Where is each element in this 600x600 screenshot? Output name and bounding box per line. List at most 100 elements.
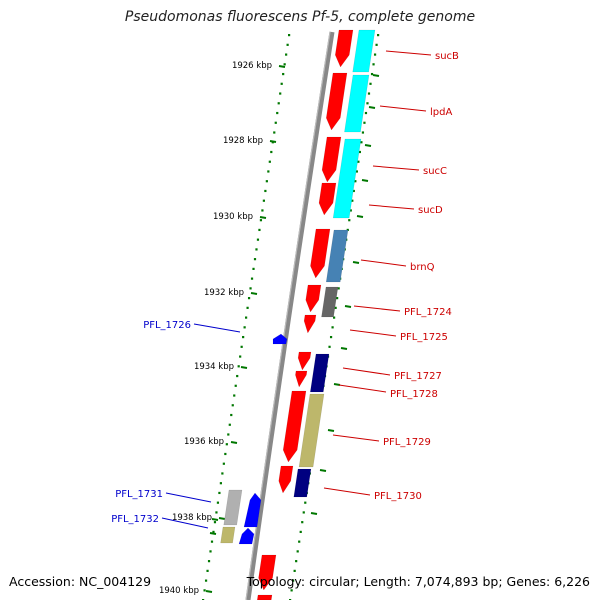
rail-dot — [296, 550, 299, 553]
tick-mark — [218, 517, 226, 520]
gene-label[interactable]: PFL_1731 — [115, 489, 163, 500]
gene-brnQ-track — [325, 229, 349, 283]
gene-label[interactable]: lpdA — [430, 107, 452, 118]
leader-line — [349, 329, 397, 337]
rail-dot — [279, 92, 282, 95]
gene-PFL_1731-arrow — [243, 492, 262, 528]
rail-dot — [221, 472, 224, 475]
gene-PFL_1730-arrow — [278, 465, 294, 494]
gene-label[interactable]: PFL_1724 — [404, 307, 452, 318]
gene-label[interactable]: PFL_1730 — [374, 491, 422, 502]
gene-label[interactable]: PFL_1728 — [390, 389, 438, 400]
rail-dot — [250, 277, 254, 280]
rail-dot — [237, 365, 240, 368]
rail-dot — [247, 297, 251, 300]
rail-dot — [230, 413, 233, 417]
feature-tick — [361, 179, 369, 182]
feature-tick — [356, 215, 364, 218]
leader-line — [379, 105, 427, 112]
rail-dot — [234, 384, 237, 387]
rail-dot — [209, 550, 212, 553]
rail-dot — [352, 189, 355, 193]
feature-tick — [368, 106, 376, 109]
dotted-rails — [202, 34, 380, 600]
gene-sucD-arrow — [318, 182, 337, 216]
rail-dot — [295, 560, 298, 563]
gene-PFL_1729-arrow — [282, 390, 307, 463]
rail-dot — [375, 43, 378, 46]
tick-mark — [278, 65, 286, 68]
rail-dot — [302, 511, 305, 514]
gene-labels: sucB lpdA sucC sucD brnQ PFL_1724 PFL_1725 PFL_… — [111, 51, 459, 525]
rail-dot — [249, 287, 252, 290]
rail-dot — [245, 316, 248, 319]
rail-dot — [369, 82, 372, 85]
rail-dot — [210, 540, 214, 543]
rail-dot — [357, 160, 360, 163]
gene-sucB-track — [352, 29, 376, 73]
gene-features — [220, 29, 376, 600]
tick-label: 1930 kbp — [213, 212, 253, 222]
tick-mark — [240, 366, 248, 369]
gene-label[interactable]: PFL_1725 — [400, 332, 448, 343]
rail-dot — [236, 374, 239, 378]
rail-dot — [253, 258, 257, 261]
gene-label[interactable]: PFL_1726 — [143, 320, 191, 331]
leader-line — [385, 50, 432, 56]
rail-dot — [351, 199, 354, 202]
rail-dot — [286, 43, 289, 46]
gene-label[interactable]: PFL_1732 — [111, 514, 159, 525]
gene-sucB-arrow — [334, 29, 354, 68]
gene-label[interactable]: sucB — [435, 51, 459, 62]
rail-dot — [331, 326, 334, 329]
rail-dot — [233, 394, 236, 397]
rail-dot — [227, 433, 230, 436]
rail-dot — [240, 345, 243, 348]
gene-label[interactable]: brnQ — [410, 262, 435, 273]
rail-dot — [301, 521, 304, 524]
rail-dot — [298, 540, 301, 543]
gene-label[interactable]: sucC — [423, 166, 447, 177]
tick-label: 1940 kbp — [159, 586, 199, 596]
left-dotted-rail — [202, 34, 291, 600]
rail-dot — [363, 121, 366, 124]
gene-PFL_1732-track — [220, 526, 236, 544]
gene-label[interactable]: sucD — [418, 205, 443, 216]
rail-dot — [377, 34, 380, 37]
gene-lpdA-track — [344, 74, 370, 133]
rail-dot — [206, 569, 209, 572]
rail-dot — [334, 306, 337, 309]
rail-dot — [348, 219, 351, 222]
rail-dot — [270, 150, 273, 154]
rail-dot — [292, 579, 295, 582]
tick-mark — [230, 441, 238, 444]
rail-dot — [285, 53, 288, 56]
leader-line — [353, 305, 401, 312]
gene-label[interactable]: PFL_1727 — [394, 371, 442, 382]
gene-PFL_1726-arrow — [272, 333, 288, 345]
rail-dot — [329, 335, 333, 339]
rail-dot — [258, 228, 261, 232]
feature-tick — [333, 383, 341, 386]
rail-dot — [218, 491, 221, 495]
rail-dot — [203, 589, 206, 592]
leader-line — [368, 204, 415, 210]
gene-label[interactable]: PFL_1729 — [383, 437, 431, 448]
gene-PFL_1724-track — [321, 286, 339, 318]
rail-dot — [299, 530, 302, 534]
rail-dot — [262, 199, 265, 202]
tick-mark — [205, 590, 213, 593]
rail-dot — [290, 589, 293, 592]
rail-dot — [333, 316, 336, 319]
rail-dot — [354, 180, 357, 183]
gene-sucC-track — [332, 138, 362, 219]
leader-line — [165, 492, 212, 503]
gene-PFL_1729-track — [298, 393, 325, 468]
rail-dot — [276, 111, 279, 115]
rail-dot — [216, 501, 220, 504]
rail-dot — [304, 501, 307, 504]
rail-dot — [256, 238, 260, 241]
gene-partial-arrow — [258, 554, 277, 591]
rail-dot — [204, 579, 208, 582]
